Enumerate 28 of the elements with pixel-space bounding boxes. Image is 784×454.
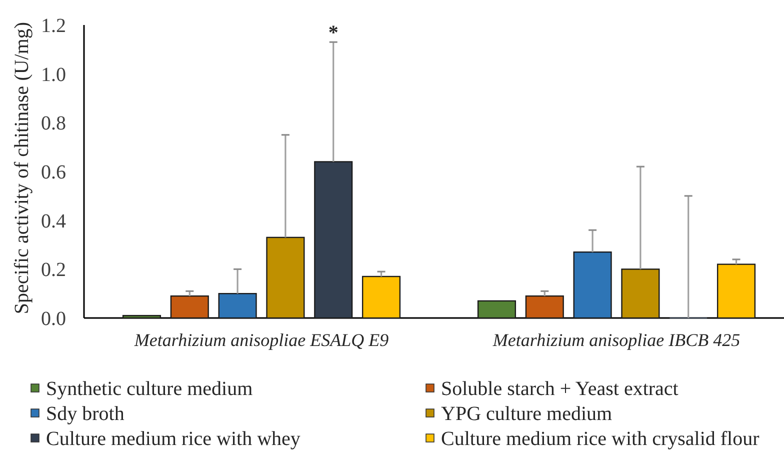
legend-label: Culture medium rice with whey — [46, 428, 300, 450]
bar — [122, 314, 162, 319]
y-tick-label: 1.2 — [41, 15, 66, 37]
bar — [266, 236, 305, 319]
legend-label: Synthetic culture medium — [46, 378, 254, 400]
bar — [477, 300, 516, 319]
bar — [362, 276, 401, 319]
bar — [716, 264, 756, 319]
y-axis-title: Specific activity of chitinase (U/mg) — [11, 22, 33, 314]
y-tick-label: 1.0 — [41, 64, 66, 86]
bar — [621, 268, 660, 319]
legend-label: YPG culture medium — [441, 403, 613, 425]
legend-label: Sdy broth — [46, 403, 124, 425]
annotation: * — [328, 22, 338, 44]
y-tick-label: 0.6 — [41, 162, 66, 184]
legend-label: Culture medium rice with crysalid flour — [441, 428, 760, 450]
bar — [314, 161, 353, 319]
bar — [218, 292, 257, 319]
x-tick-label: Metarhizium anisopliae ESALQ E9 — [133, 330, 389, 350]
y-tick-label: 0.4 — [41, 210, 66, 232]
bar — [170, 295, 209, 319]
legend-label: Soluble starch + Yeast extract — [441, 378, 679, 400]
bar — [525, 295, 564, 319]
y-tick-label: 0.0 — [41, 308, 66, 330]
x-tick-label: Metarhizium anisopliae IBCB 425 — [492, 330, 740, 350]
y-tick-label: 0.8 — [41, 112, 66, 135]
y-tick-label: 0.2 — [41, 259, 66, 282]
bar — [573, 251, 612, 319]
